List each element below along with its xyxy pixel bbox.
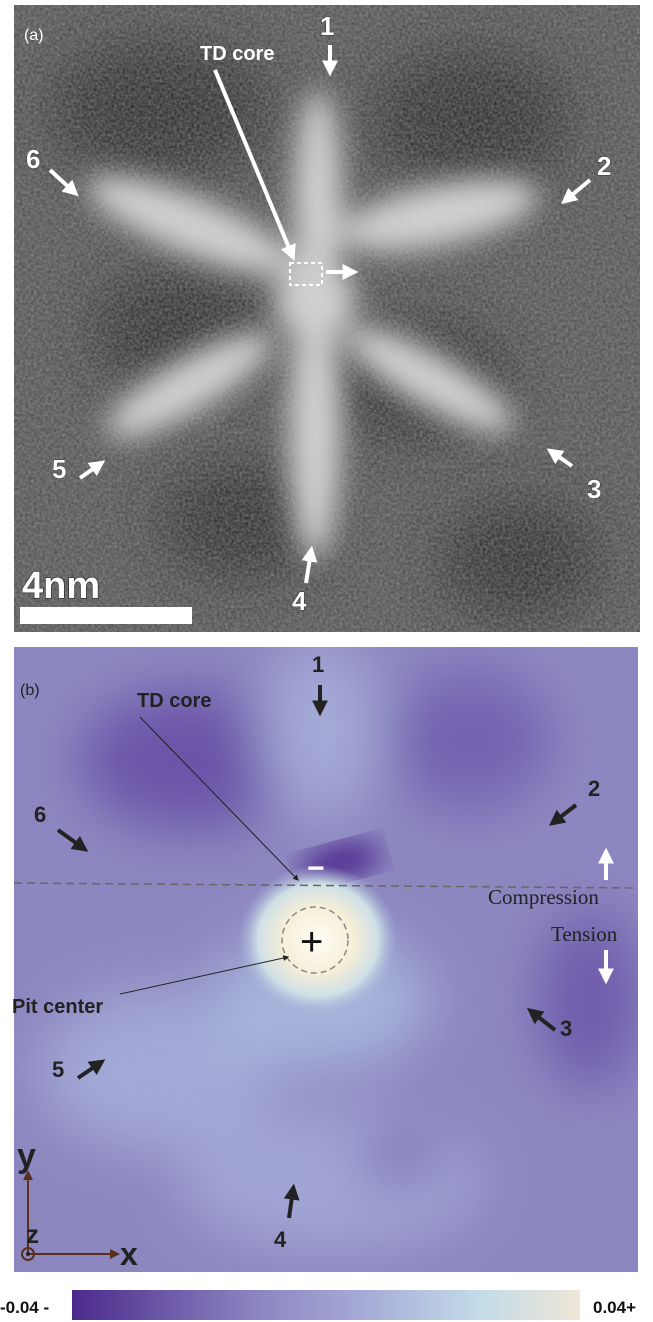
arrow-label: 4 bbox=[274, 1227, 287, 1252]
scale-bar bbox=[20, 607, 192, 624]
core-label: TD core bbox=[137, 690, 211, 712]
arrow-label: 4 bbox=[292, 586, 307, 616]
strain-map bbox=[14, 640, 640, 1272]
arrow-label: 2 bbox=[588, 776, 600, 801]
axis-label: z bbox=[26, 1219, 39, 1249]
axis-label: x bbox=[120, 1236, 138, 1272]
panel-label: (a) bbox=[24, 27, 44, 44]
plus-sign: + bbox=[300, 920, 323, 964]
colorbar-min: -0.04 - bbox=[0, 1298, 49, 1317]
arrow-label: 6 bbox=[26, 144, 40, 174]
axis-label: y bbox=[17, 1137, 36, 1175]
minus-sign: − bbox=[307, 852, 325, 885]
arrow-label: 3 bbox=[560, 1016, 572, 1041]
panel-label: (b) bbox=[20, 682, 40, 699]
figure: (a) TD core 1 2 3 4 5 6 4nm (b) TD core … bbox=[0, 0, 653, 1322]
scale-label: 4nm bbox=[22, 565, 100, 607]
arrow-label: 1 bbox=[312, 652, 324, 677]
colorbar bbox=[72, 1290, 580, 1320]
arrow-label: 5 bbox=[52, 1057, 64, 1082]
tem-image bbox=[14, 5, 640, 632]
pit-label: Pit center bbox=[12, 996, 103, 1018]
core-label: TD core bbox=[200, 43, 274, 65]
compression-label: Compression bbox=[488, 885, 599, 909]
arrow-label: 5 bbox=[52, 454, 66, 484]
arrow-label: 2 bbox=[597, 151, 611, 181]
arrow-label: 6 bbox=[34, 802, 46, 827]
arrow-label: 1 bbox=[320, 11, 334, 41]
tension-label: Tension bbox=[551, 922, 618, 946]
colorbar-max: 0.04+ bbox=[593, 1298, 636, 1317]
arrow-label: 3 bbox=[587, 474, 601, 504]
